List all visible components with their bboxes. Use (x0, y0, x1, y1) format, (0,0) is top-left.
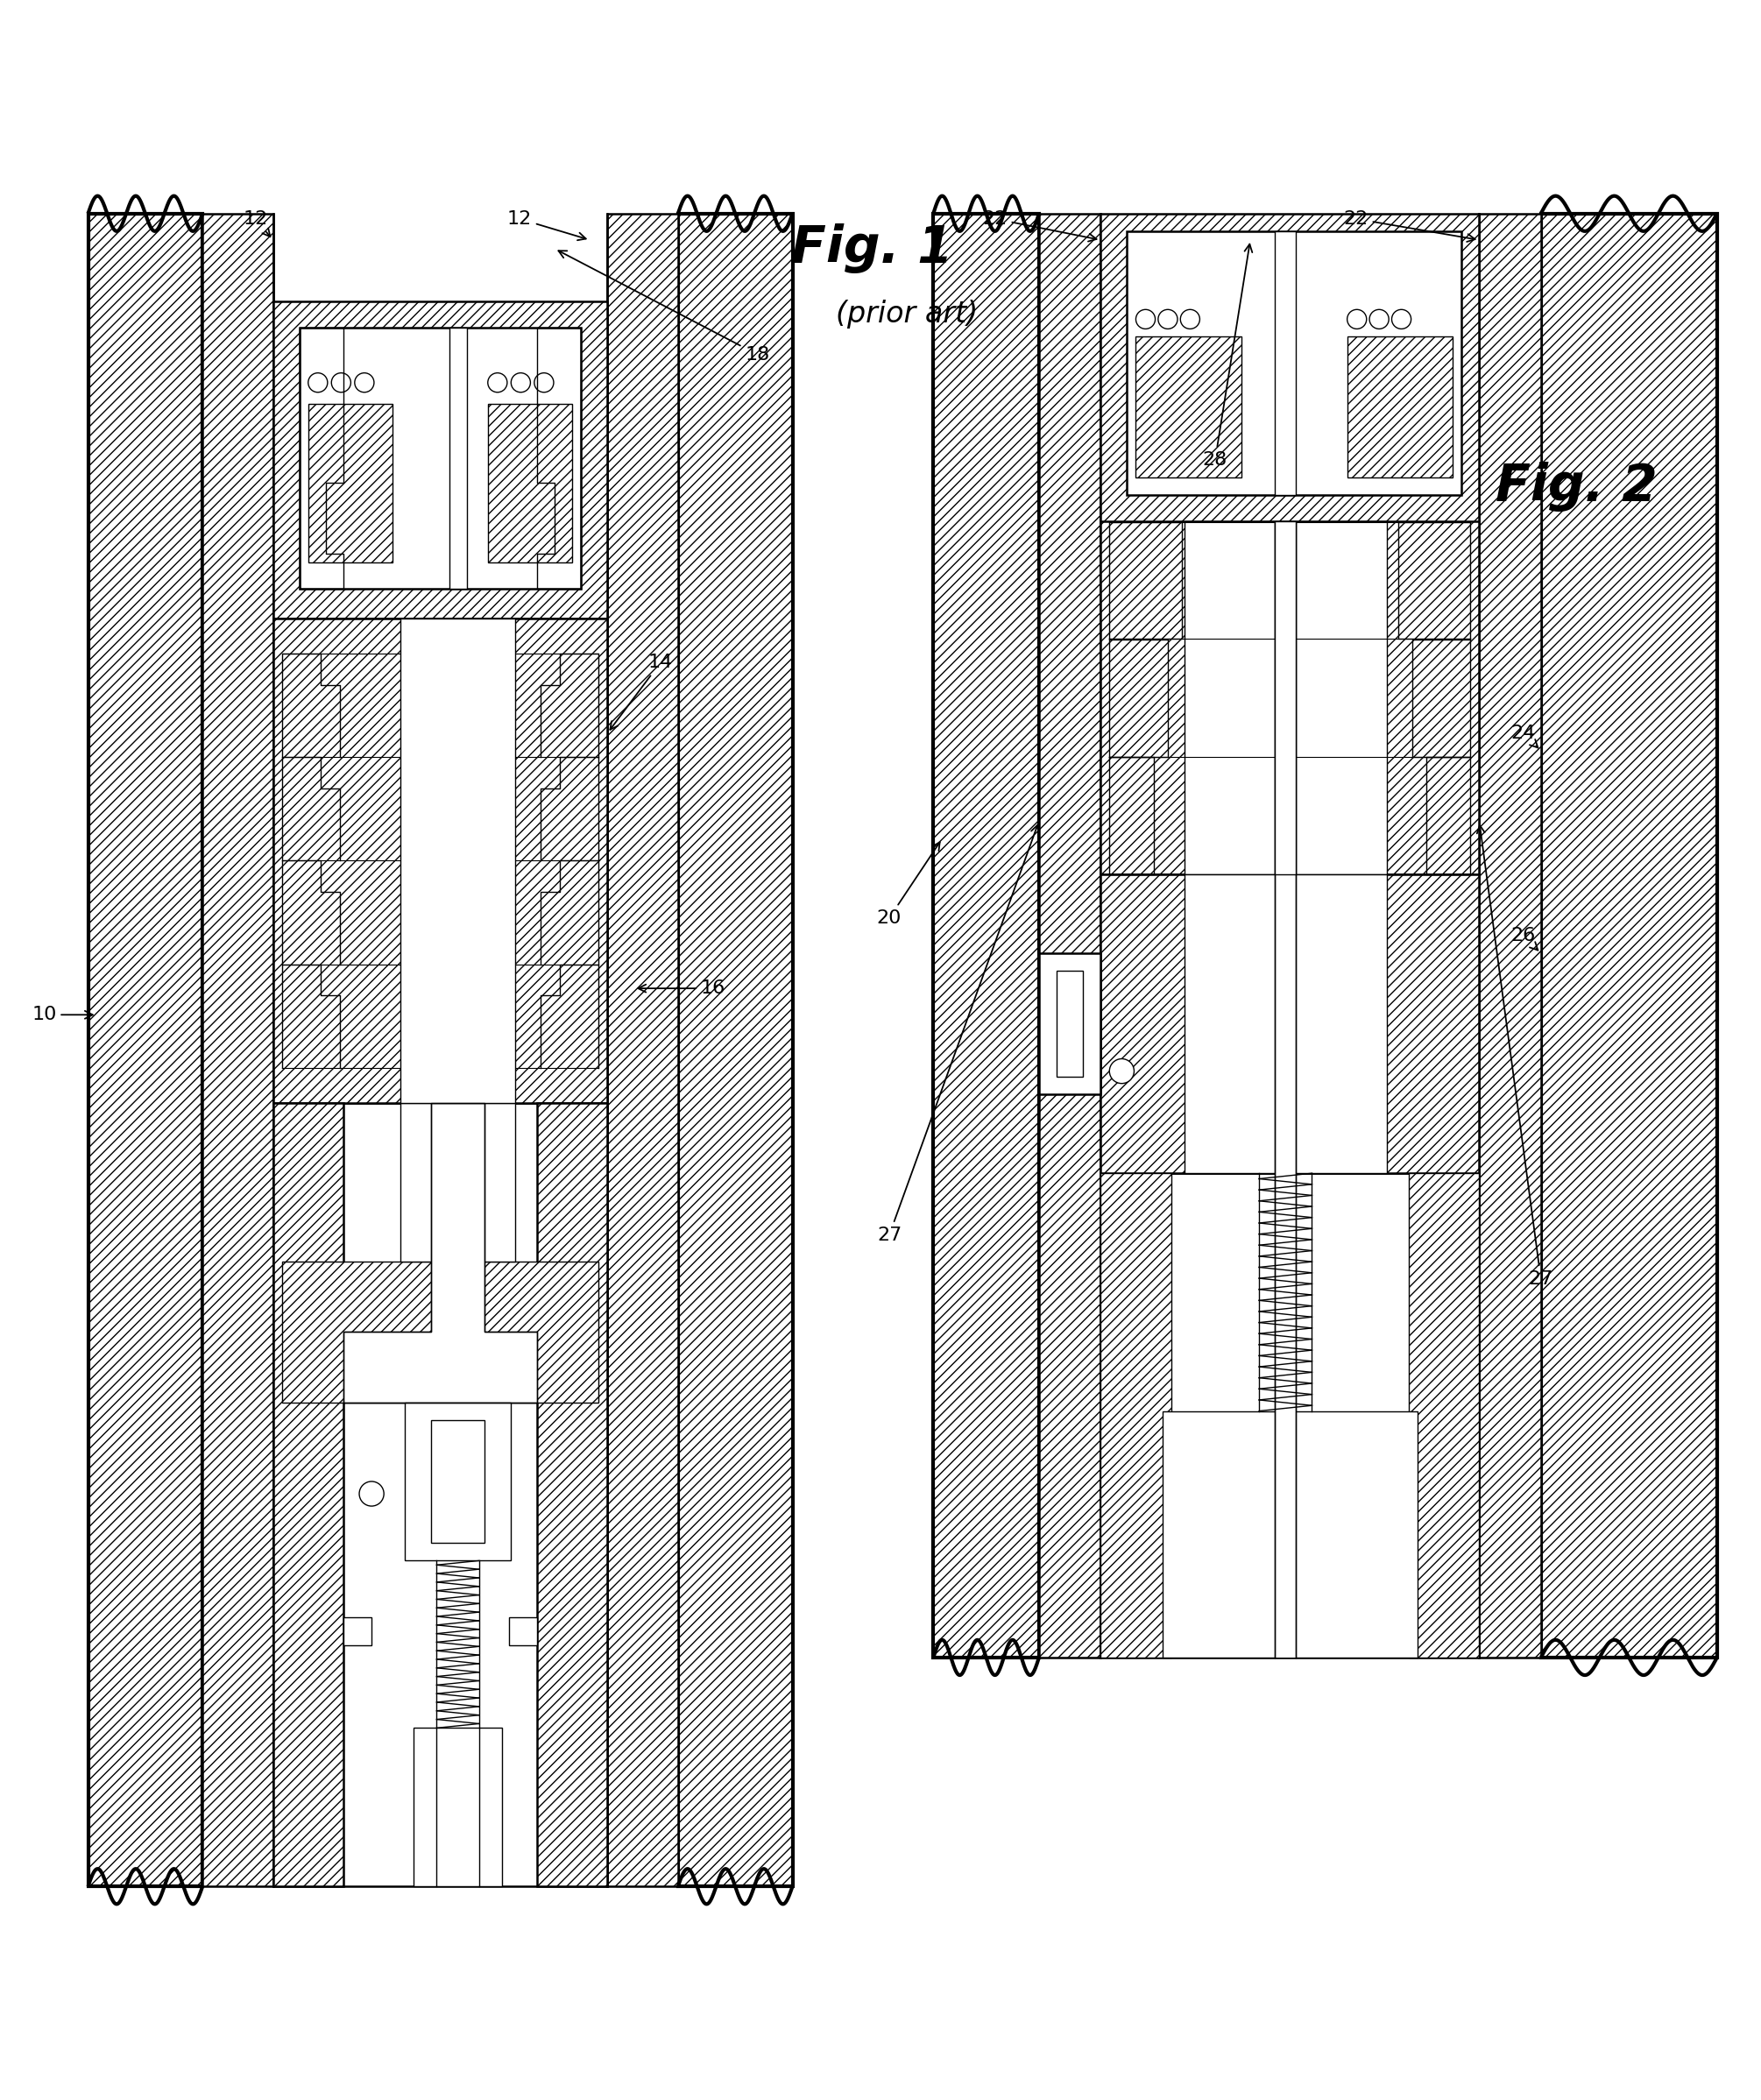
Bar (488, 403, 572, 563)
Circle shape (331, 374, 350, 393)
Circle shape (1159, 309, 1178, 330)
Text: 22: 22 (983, 210, 1097, 242)
Circle shape (511, 374, 530, 393)
Bar (1101, 214, 1479, 521)
Bar (1541, 214, 1717, 1657)
Text: 27: 27 (877, 825, 1039, 1243)
Circle shape (1347, 309, 1367, 330)
Bar (1162, 1411, 1418, 1657)
Bar (343, 1617, 372, 1644)
Bar (1479, 214, 1541, 1657)
Circle shape (354, 374, 373, 393)
Bar (1136, 336, 1242, 477)
Bar (1101, 1174, 1171, 1657)
Bar (299, 328, 581, 588)
Circle shape (1136, 309, 1155, 330)
Bar (1101, 874, 1479, 1174)
Bar (308, 403, 393, 563)
Text: 10: 10 (32, 1006, 93, 1023)
Bar (1275, 231, 1296, 496)
Circle shape (1109, 1058, 1134, 1084)
Bar (608, 214, 678, 1886)
Bar (449, 328, 467, 588)
Bar (509, 1617, 537, 1644)
Bar (1127, 231, 1462, 496)
Bar (431, 1420, 484, 1543)
Bar (273, 1102, 608, 1886)
Bar (88, 214, 203, 1886)
Circle shape (1180, 309, 1199, 330)
Text: Fig. 1: Fig. 1 (791, 225, 953, 273)
Text: Fig. 2: Fig. 2 (1495, 462, 1657, 512)
Polygon shape (343, 1102, 537, 1403)
Bar (933, 214, 1039, 1657)
Text: 20: 20 (877, 842, 940, 926)
Bar (1183, 874, 1388, 1174)
Text: 27: 27 (1477, 825, 1553, 1287)
Bar (1057, 970, 1083, 1077)
Bar (1101, 1174, 1479, 1657)
Text: 14: 14 (609, 653, 673, 729)
Bar (402, 620, 516, 1102)
Text: 12: 12 (507, 210, 586, 239)
Bar (273, 620, 608, 1102)
Text: 26: 26 (1511, 926, 1537, 949)
Circle shape (1370, 309, 1389, 330)
Text: 12: 12 (243, 210, 269, 237)
Bar (273, 1102, 343, 1886)
Bar (402, 620, 516, 1102)
Bar (1409, 1174, 1479, 1657)
Bar (414, 1728, 502, 1886)
Text: 24: 24 (1511, 724, 1537, 748)
Circle shape (308, 374, 328, 393)
Bar (1183, 521, 1388, 874)
Circle shape (534, 374, 553, 393)
Bar (1347, 336, 1453, 477)
Bar (402, 1102, 516, 1262)
Text: 28: 28 (1203, 244, 1252, 468)
Text: 16: 16 (637, 979, 726, 997)
Text: 22: 22 (1344, 210, 1476, 242)
Bar (1101, 214, 1479, 1657)
Bar (1101, 521, 1479, 874)
Bar (405, 1403, 511, 1560)
Circle shape (488, 374, 507, 393)
Bar (1275, 521, 1296, 1657)
Bar (537, 1102, 608, 1886)
Bar (273, 302, 608, 620)
Text: (prior art): (prior art) (836, 300, 977, 328)
Bar (678, 214, 792, 1886)
Bar (1275, 521, 1296, 874)
Text: 18: 18 (558, 250, 770, 363)
Bar (1039, 953, 1101, 1094)
Circle shape (359, 1480, 384, 1506)
Bar (203, 214, 273, 1886)
Bar (273, 214, 608, 1886)
Bar (282, 1262, 599, 1403)
Circle shape (1391, 309, 1411, 330)
Bar (1039, 214, 1101, 1657)
